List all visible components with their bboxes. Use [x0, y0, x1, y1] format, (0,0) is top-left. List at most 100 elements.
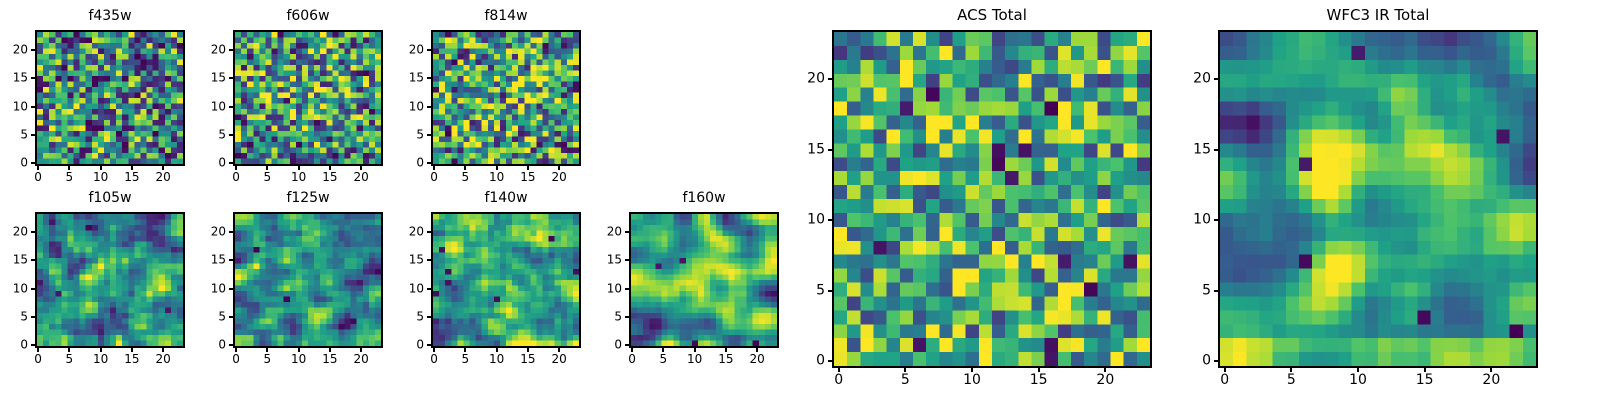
- panel-f606w: f606w 0 5 10 15 20 0 5 10 15 20: [211, 8, 383, 184]
- y-tick-label: 5: [816, 282, 825, 299]
- x-tick-label: 5: [461, 352, 470, 366]
- x-tick-label: 20: [353, 170, 369, 184]
- y-tick-label: 10: [606, 281, 622, 295]
- x-tick-label: 15: [124, 170, 140, 184]
- y-tick-mark: [229, 259, 233, 262]
- y-tick-mark: [625, 315, 629, 318]
- panel-title: f160w: [682, 190, 726, 206]
- heatmap-canvas: [834, 32, 1150, 366]
- plot-area: [431, 30, 581, 166]
- y-tick-mark: [625, 287, 629, 290]
- x-tick-label: 0: [34, 352, 42, 366]
- y-tick-mark: [828, 78, 832, 81]
- y-tick-label: 20: [606, 224, 622, 239]
- y-tick-mark: [1214, 289, 1218, 292]
- y-tick-label: 15: [1193, 141, 1211, 158]
- y-tick-label: 5: [1202, 282, 1211, 299]
- heatmap-canvas: [37, 32, 183, 164]
- x-tick-label: 5: [659, 352, 668, 366]
- x-tick-label: 5: [900, 372, 910, 388]
- y-tick-mark: [31, 344, 35, 347]
- heatmap-canvas: [1220, 32, 1536, 366]
- x-tick-label: 10: [92, 352, 109, 366]
- y-tick-mark: [31, 77, 35, 80]
- heatmap-canvas: [433, 214, 579, 346]
- x-tick-mark: [297, 166, 300, 170]
- x-tick-label: 10: [488, 170, 505, 184]
- y-tick-mark: [427, 287, 431, 290]
- y-tick-mark: [427, 344, 431, 347]
- y-tick-label: 10: [12, 99, 28, 113]
- x-tick-mark: [68, 166, 71, 170]
- x-tick-mark: [99, 348, 102, 352]
- x-tick-mark: [526, 166, 529, 170]
- x-tick-label: 15: [520, 352, 536, 366]
- x-tick-label: 10: [290, 170, 307, 184]
- y-tick-mark: [31, 48, 35, 51]
- y-tick-mark: [625, 230, 629, 233]
- x-tick-label: 20: [353, 352, 369, 366]
- x-tick-mark: [162, 166, 165, 170]
- x-tick-mark: [130, 166, 133, 170]
- x-tick-mark: [37, 348, 40, 352]
- x-tick-label: 10: [290, 352, 307, 366]
- y-tick-label: 10: [408, 281, 424, 295]
- x-tick-label: 0: [430, 352, 438, 366]
- x-tick-label: 5: [263, 170, 272, 184]
- y-tick-mark: [625, 344, 629, 347]
- y-tick-mark: [229, 48, 233, 51]
- y-tick-label: 5: [614, 309, 622, 324]
- y-tick-mark: [427, 230, 431, 233]
- y-tick-mark: [229, 287, 233, 290]
- x-tick-mark: [328, 348, 331, 352]
- panel-f140w: f140w 0 5 10 15 20 0 5 10 15 20: [409, 190, 581, 366]
- plot-area: [431, 212, 581, 348]
- y-tick-label: 15: [807, 141, 825, 158]
- y-tick-mark: [427, 105, 431, 108]
- x-tick-mark: [266, 166, 269, 170]
- y-tick-label: 15: [12, 252, 28, 267]
- y-tick-label: 15: [210, 70, 226, 85]
- y-tick-mark: [31, 230, 35, 233]
- x-tick-mark: [464, 348, 467, 352]
- y-tick-mark: [828, 219, 832, 222]
- x-tick-mark: [495, 166, 498, 170]
- y-tick-mark: [229, 133, 233, 136]
- x-tick-mark: [631, 348, 634, 352]
- y-tick-label: 0: [20, 155, 28, 170]
- panel-title: f140w: [484, 190, 528, 206]
- y-tick-mark: [828, 289, 832, 292]
- y-tick-mark: [1214, 148, 1218, 151]
- x-tick-label: 0: [430, 170, 438, 184]
- x-tick-mark: [360, 166, 363, 170]
- y-tick-label: 0: [20, 337, 28, 352]
- y-tick-mark: [229, 77, 233, 80]
- x-tick-label: 0: [834, 372, 844, 388]
- y-tick-mark: [427, 162, 431, 165]
- heatmap-canvas: [631, 214, 777, 346]
- x-tick-mark: [693, 348, 696, 352]
- x-tick-mark: [724, 348, 727, 352]
- panel-f435w: f435w 0 5 10 15 20 0 5 10 15 20: [13, 8, 185, 184]
- x-tick-label: 10: [963, 372, 981, 388]
- y-tick-label: 0: [1202, 352, 1211, 369]
- x-tick-mark: [904, 368, 907, 372]
- y-tick-mark: [229, 344, 233, 347]
- y-tick-mark: [1214, 219, 1218, 222]
- x-tick-label: 10: [488, 352, 505, 366]
- x-tick-mark: [1290, 368, 1293, 372]
- x-tick-label: 20: [1096, 372, 1115, 388]
- y-tick-label: 0: [218, 337, 226, 352]
- plot-area: [1218, 30, 1538, 368]
- y-tick-label: 15: [606, 252, 622, 267]
- x-tick-label: 0: [34, 170, 42, 184]
- heatmap-canvas: [37, 214, 183, 346]
- y-tick-label: 10: [210, 99, 226, 113]
- plot-area: [629, 212, 779, 348]
- x-tick-mark: [1037, 368, 1040, 372]
- y-tick-mark: [31, 287, 35, 290]
- x-tick-mark: [464, 166, 467, 170]
- y-tick-label: 20: [408, 224, 424, 239]
- x-tick-mark: [837, 368, 840, 372]
- x-tick-label: 20: [551, 352, 567, 366]
